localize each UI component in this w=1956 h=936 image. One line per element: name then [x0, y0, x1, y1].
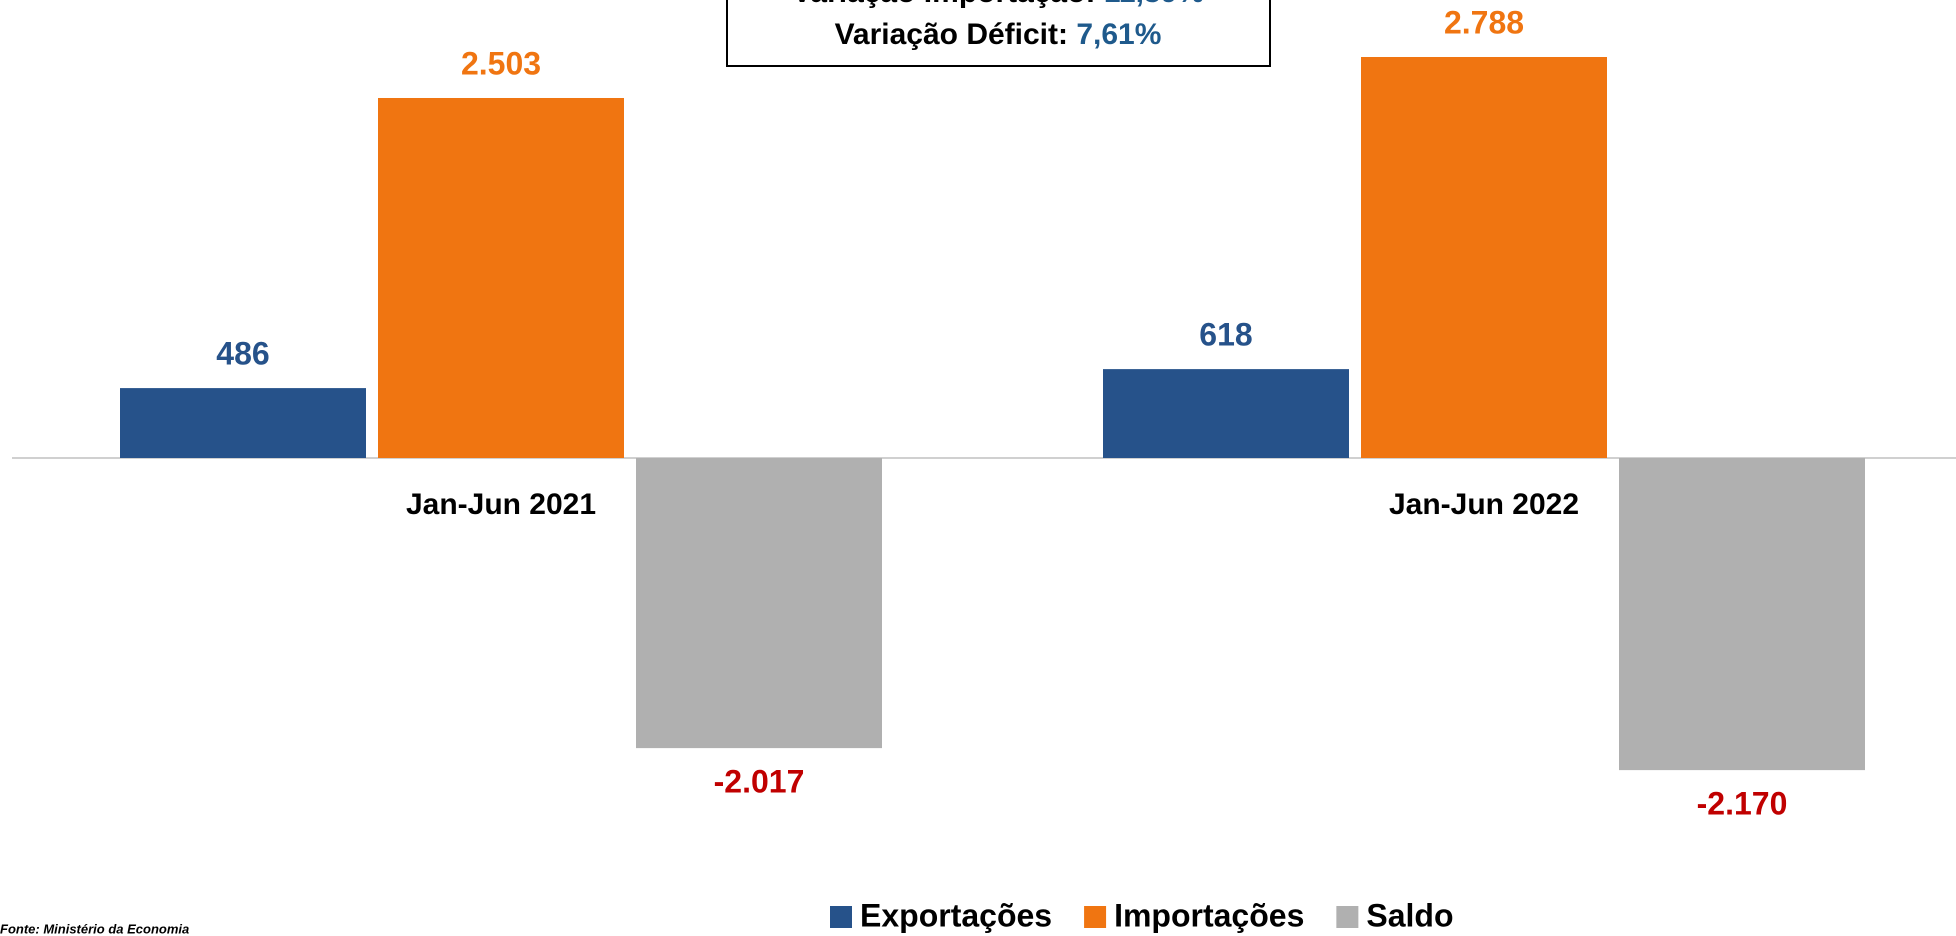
legend-swatch — [830, 906, 852, 928]
x-tick-label: Jan-Jun 2022 — [1389, 488, 1579, 521]
annotation-value: 7,61% — [1076, 18, 1161, 51]
bar — [120, 388, 366, 458]
data-label: 2.788 — [1444, 4, 1524, 40]
data-label: -2.170 — [1697, 786, 1788, 822]
legend-label: Saldo — [1366, 897, 1453, 933]
data-label: 2.503 — [461, 45, 541, 81]
annotation-box — [726, 0, 1271, 67]
legend-label: Importações — [1114, 897, 1304, 933]
annotation-label: Variação Importação: — [792, 0, 1095, 9]
source: Fonte: Ministério da Economia — [0, 921, 189, 936]
x-tick-label: Jan-Jun 2021 — [406, 488, 596, 521]
bar — [378, 97, 624, 458]
legend-label: Exportações — [860, 897, 1052, 933]
legend-swatch — [1336, 906, 1359, 928]
bar — [1103, 369, 1349, 458]
annotation: Variação Importação: 11,39% — [792, 0, 1204, 9]
annotation-value: 11,39% — [1104, 0, 1204, 9]
bar — [1361, 57, 1607, 458]
bar — [1619, 458, 1865, 771]
legend-swatch — [1084, 906, 1107, 928]
bar — [636, 458, 882, 749]
data-label: 486 — [216, 336, 269, 372]
data-label: 618 — [1199, 317, 1252, 353]
annotation-label: Variação Déficit: — [835, 18, 1068, 51]
data-label: -2.017 — [714, 764, 805, 800]
annotation: Variação Déficit: 7,61% — [835, 18, 1162, 51]
